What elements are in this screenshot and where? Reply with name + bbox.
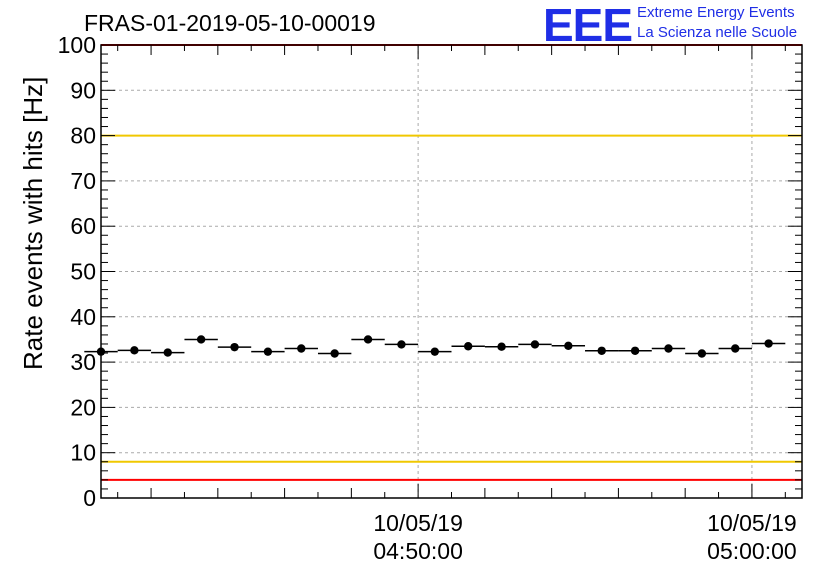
- data-series: [84, 335, 786, 358]
- data-point: [163, 348, 172, 357]
- data-point: [664, 344, 673, 353]
- grid: [101, 45, 802, 498]
- logo-line-2: La Scienza nelle Scuole: [637, 24, 798, 41]
- data-point: [297, 344, 306, 353]
- y-tick-label: 60: [70, 213, 96, 239]
- y-tick-label: 30: [70, 349, 96, 375]
- y-tick-label: 100: [58, 32, 96, 58]
- y-tick-label: 50: [70, 259, 96, 285]
- data-point: [230, 342, 239, 352]
- x-tick-date-label: 10/05/19: [707, 510, 797, 536]
- data-point: [497, 342, 506, 351]
- x-tick-time-label: 04:50:00: [373, 538, 463, 564]
- data-point: [196, 335, 206, 344]
- x-tick-date-label: 10/05/19: [373, 510, 463, 536]
- plot-title: FRAS-01-2019-05-10-00019: [84, 10, 376, 36]
- data-point: [764, 339, 773, 348]
- data-point: [630, 346, 640, 355]
- data-point: [564, 341, 573, 350]
- data-point: [530, 340, 540, 349]
- x-tick-time-label: 05:00:00: [707, 538, 797, 564]
- y-tick-label: 20: [70, 394, 96, 420]
- data-point: [463, 342, 473, 351]
- data-point: [330, 349, 339, 358]
- reference-lines: [101, 44, 802, 481]
- data-point: [397, 340, 406, 349]
- data-point: [363, 335, 373, 344]
- logo-mark: EEE: [543, 0, 633, 51]
- y-axis: 0 10 20 30 40 50 60 70 80 90 100: [58, 32, 802, 511]
- y-tick-label: 90: [70, 77, 96, 103]
- data-point: [263, 347, 273, 356]
- data-point: [430, 347, 440, 356]
- data-point: [96, 347, 106, 356]
- data-point: [130, 346, 139, 355]
- y-tick-label: 0: [83, 485, 96, 511]
- y-tick-label: 70: [70, 168, 96, 194]
- y-tick-label: 10: [70, 440, 96, 466]
- logo-line-1: Extreme Energy Events: [637, 4, 795, 21]
- data-point: [731, 344, 740, 353]
- y-tick-label: 40: [70, 304, 96, 330]
- data-point: [597, 346, 606, 355]
- y-tick-label: 80: [70, 123, 96, 149]
- eee-logo: EEE Extreme Energy Events La Scienza nel…: [543, 0, 833, 51]
- data-point: [697, 349, 707, 358]
